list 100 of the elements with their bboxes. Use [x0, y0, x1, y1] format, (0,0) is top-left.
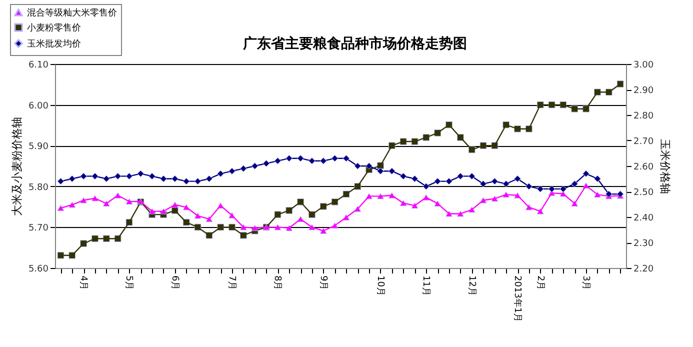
x-tick-label: 3月 [580, 276, 591, 290]
point [148, 208, 156, 214]
y2-tick-label: 2.50 [634, 188, 654, 198]
point [80, 172, 87, 180]
y2-tick-label: 2.30 [634, 239, 654, 249]
x-tick-label: 5月 [124, 276, 134, 290]
y2-axis-title: 玉米价格轴 [658, 139, 672, 194]
point [206, 175, 213, 182]
point [468, 172, 476, 180]
point [126, 198, 133, 204]
point [262, 160, 270, 167]
point [148, 172, 156, 180]
point [320, 157, 327, 164]
point [172, 175, 178, 182]
point [297, 154, 304, 162]
point [240, 224, 247, 230]
point [536, 186, 544, 192]
point [57, 178, 64, 185]
point [377, 168, 384, 175]
y2-tick-label: 2.70 [634, 137, 654, 147]
x-tick-label: 2013年1月 [512, 276, 524, 322]
point [526, 204, 532, 210]
point [434, 178, 441, 185]
point [228, 168, 236, 175]
point [422, 182, 430, 190]
point [354, 162, 362, 170]
y-tick-label: 5.60 [28, 264, 49, 274]
point [331, 154, 338, 162]
y-tick-label: 6.10 [28, 60, 49, 70]
y-tick-label: 5.70 [28, 224, 49, 234]
x-tick-label: 11月 [420, 276, 431, 296]
point [480, 180, 487, 188]
point [377, 193, 384, 200]
y-axis-title: 大米及小麦粉价格轴 [10, 117, 24, 216]
y2-tick-label: 3.00 [634, 60, 654, 70]
point [502, 180, 510, 188]
point [160, 208, 167, 214]
point [137, 170, 144, 178]
y2-tick-label: 2.60 [634, 162, 654, 172]
point [605, 190, 612, 198]
y-tick-label: 6.00 [28, 101, 49, 112]
point [182, 178, 190, 185]
point [308, 157, 316, 164]
point [616, 80, 624, 88]
point [114, 172, 122, 180]
point [126, 172, 133, 180]
point [526, 182, 532, 190]
x-tick-label: 2月 [534, 276, 545, 290]
point [446, 210, 452, 217]
x-tick-label: 12月 [466, 276, 476, 296]
point [536, 208, 544, 214]
point [68, 175, 76, 182]
point [251, 162, 258, 170]
point [92, 172, 98, 180]
point [400, 138, 407, 145]
chart-title: 广东省主要粮食品种市场价格走势图 [242, 35, 467, 52]
x-tick-label: 4月 [78, 276, 88, 290]
point [57, 252, 64, 259]
point [102, 235, 110, 242]
point [217, 170, 224, 178]
point [514, 175, 521, 182]
point [57, 205, 64, 212]
point [457, 210, 464, 217]
y-tick-label: 5.90 [28, 142, 49, 152]
point [80, 197, 87, 204]
y2-tick-label: 2.90 [634, 86, 654, 96]
point [560, 186, 567, 192]
point [491, 178, 498, 185]
point [308, 224, 316, 230]
legend-label: 混合等级籼大米零售价 [27, 8, 117, 18]
point [320, 228, 327, 234]
point [286, 154, 293, 162]
point [102, 175, 110, 182]
y2-tick-label: 2.80 [634, 112, 654, 122]
point [582, 170, 590, 178]
point [411, 175, 418, 182]
legend-label: 玉米批发均价 [27, 38, 81, 50]
point [571, 180, 578, 188]
point [68, 202, 76, 208]
point [160, 175, 167, 182]
point [400, 172, 407, 180]
point [274, 157, 282, 164]
point [388, 168, 396, 175]
x-tick-label: 9月 [318, 276, 328, 290]
y2-tick-label: 2.20 [634, 264, 654, 274]
y2-tick-label: 2.40 [634, 214, 654, 224]
point [194, 178, 202, 185]
point [240, 165, 247, 172]
point [457, 172, 464, 180]
legend-label: 小麦粉零售价 [27, 22, 81, 34]
x-tick-label: 8月 [272, 276, 282, 290]
point [342, 154, 350, 162]
point [548, 186, 556, 192]
x-tick-label: 10月 [374, 276, 385, 296]
point [366, 162, 372, 170]
x-tick-label: 6月 [169, 276, 180, 290]
point [446, 178, 452, 185]
y-tick-label: 5.80 [28, 182, 49, 193]
x-tick-label: 7月 [226, 276, 237, 290]
point [594, 175, 601, 182]
